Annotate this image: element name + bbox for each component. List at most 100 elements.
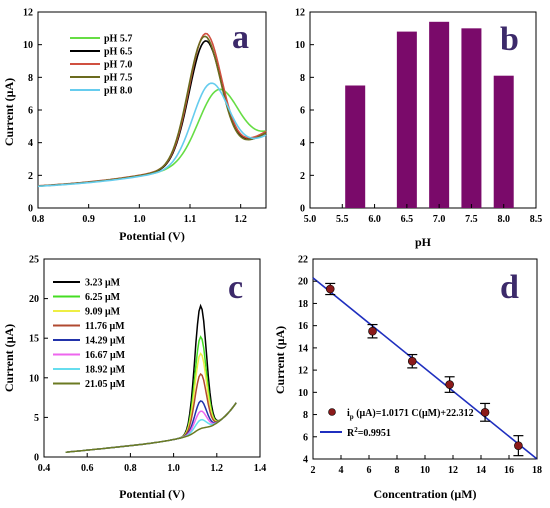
- data-point: [325, 284, 335, 294]
- panel-a-ylabel: Current (μA): [2, 78, 16, 146]
- legend-label: 21.05 μM: [85, 379, 126, 390]
- r2-rest: =0.9951: [358, 428, 391, 439]
- x-tick-label: 7.0: [433, 214, 446, 225]
- fit-line: [312, 277, 538, 460]
- y-tick-label: 2: [300, 171, 305, 182]
- y-tick-label: 4: [300, 138, 305, 149]
- x-tick-label: 0.8: [124, 463, 137, 474]
- equation-rest: (μA)=1.0171 C(μM)+22.312: [354, 408, 474, 419]
- panel-d-ylabel: Current (μA): [273, 326, 287, 394]
- legend-label: 16.67 μM: [85, 350, 126, 361]
- legend-label-r2: R2=0.9951: [347, 426, 391, 439]
- y-tick-label: 15: [29, 334, 39, 345]
- legend-label: 14.29 μM: [85, 336, 126, 347]
- bar: [345, 85, 366, 208]
- y-tick-label: 8: [300, 73, 305, 84]
- x-tick-label: 6.5: [401, 214, 414, 225]
- y-tick-label: 8: [28, 73, 33, 84]
- y-tick-label: 0: [300, 204, 305, 215]
- x-tick-label: 14: [476, 465, 486, 476]
- y-tick-label: 22: [298, 255, 308, 266]
- legend-label: pH 6.5: [104, 47, 132, 58]
- bar: [396, 31, 417, 208]
- data-point: [514, 441, 523, 450]
- panel-b-xlabel: pH: [415, 235, 432, 249]
- y-tick-label: 12: [23, 8, 33, 19]
- legend-label: pH 8.0: [104, 86, 132, 97]
- series-line-7: [65, 402, 237, 453]
- legend-label: pH 5.7: [104, 34, 132, 45]
- legend-label: 11.76 μM: [85, 321, 125, 332]
- y-tick-label: 10: [29, 373, 39, 384]
- y-tick-label: 16: [298, 321, 308, 332]
- panel-c-xlabel: Potential (V): [119, 487, 185, 501]
- bar: [429, 21, 450, 208]
- legend-label-equation: ip (μA)=1.0171 C(μM)+22.312: [347, 408, 474, 421]
- y-tick-label: 5: [34, 413, 39, 424]
- y-tick-label: 12: [295, 8, 305, 19]
- data-point: [407, 356, 417, 366]
- r2-superscript: 2: [354, 426, 358, 434]
- y-tick-label: 14: [298, 343, 308, 354]
- y-tick-label: 4: [303, 455, 308, 466]
- x-tick-label: 18: [532, 465, 542, 476]
- x-tick-label: 1.1: [184, 214, 197, 225]
- x-tick-label: 8: [395, 465, 400, 476]
- x-tick-label: 7.5: [465, 214, 478, 225]
- x-tick-label: 8.0: [497, 214, 510, 225]
- y-tick-label: 18: [298, 299, 308, 310]
- y-tick-label: 6: [28, 106, 33, 117]
- x-tick-label: 2: [311, 465, 316, 476]
- x-tick-label: 0.6: [81, 463, 94, 474]
- x-tick-label: 1.2: [234, 214, 247, 225]
- panel-b-letter: b: [500, 21, 519, 58]
- x-tick-label: 12: [448, 465, 458, 476]
- panel-c-letter: c: [228, 269, 243, 306]
- x-tick-label: 10: [420, 465, 430, 476]
- panel-a-letter: a: [232, 19, 249, 56]
- r2-name: R: [347, 428, 355, 439]
- y-tick-label: 10: [298, 388, 308, 399]
- y-tick-label: 25: [29, 255, 39, 266]
- data-point: [368, 326, 377, 336]
- panel-c-ylabel: Current (μA): [2, 324, 16, 392]
- y-tick-label: 10: [295, 40, 305, 51]
- x-tick-label: 16: [504, 465, 514, 476]
- y-tick-label: 0: [28, 204, 33, 215]
- y-tick-label: 8: [303, 410, 308, 421]
- x-tick-label: 4: [339, 465, 344, 476]
- legend-label: pH 7.0: [104, 60, 132, 71]
- data-point: [480, 408, 490, 417]
- y-tick-label: 12: [298, 366, 308, 377]
- panel-d-letter: d: [500, 269, 519, 306]
- panel-a-xlabel: Potential (V): [119, 229, 185, 243]
- bar: [493, 75, 514, 208]
- y-tick-label: 20: [29, 294, 39, 305]
- panel-d-plot-area: [312, 258, 538, 460]
- x-tick-label: 6.0: [368, 214, 381, 225]
- panel-d-xlabel: Concentration (μM): [373, 487, 476, 501]
- data-point: [445, 380, 454, 389]
- legend-label: 6.25 μM: [85, 292, 121, 303]
- legend-label: 18.92 μM: [85, 365, 126, 376]
- panel-c-voltammograms-concentration: 3.23 μM 6.25 μM 9.09 μM 11.76 μM 14.29 μM 16.…: [2, 255, 266, 502]
- y-tick-label: 0: [34, 453, 39, 464]
- panel-b-ph-bar-chart: 5.0 5.5 6.0 6.5 7.0 7.5 8.0 8.5 0 2 4 6 8 10 12 pH b: [295, 8, 542, 250]
- panel-a-voltammograms-ph: pH 5.7 pH 6.5 pH 7.0 pH 7.5 pH 8.0 0.8 0.9 1.0…: [2, 8, 267, 243]
- x-tick-label: 0.4: [38, 463, 51, 474]
- bar: [461, 28, 482, 209]
- y-tick-label: 10: [23, 40, 33, 51]
- equation-subscript: p: [350, 413, 354, 421]
- x-tick-label: 1.4: [254, 463, 267, 474]
- y-tick-label: 20: [298, 277, 308, 288]
- legend-label: 3.23 μM: [85, 278, 121, 289]
- legend-label: 9.09 μM: [85, 307, 121, 318]
- x-tick-label: 1.2: [211, 463, 224, 474]
- y-tick-label: 6: [303, 432, 308, 443]
- legend-point-swatch: [328, 408, 336, 416]
- x-tick-label: 0.8: [32, 214, 45, 225]
- legend-label: pH 7.5: [104, 73, 132, 84]
- x-tick-label: 0.9: [82, 214, 95, 225]
